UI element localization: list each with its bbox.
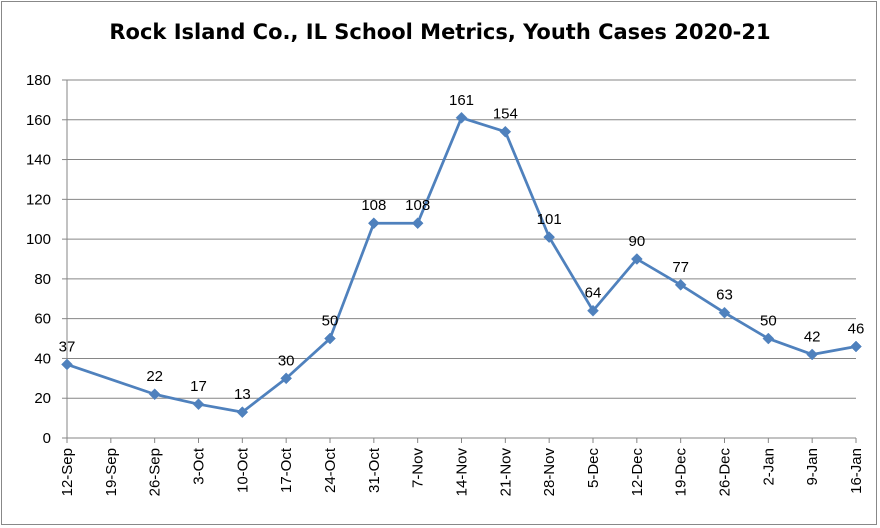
x-tick-label-26-Dec: 26-Dec	[717, 448, 734, 497]
data-point-3-Oct	[192, 398, 205, 411]
x-tick-label-17-Oct: 17-Oct	[278, 447, 295, 493]
y-tick-label-80: 80	[34, 271, 51, 288]
data-label-31-Oct: 108	[361, 197, 386, 214]
x-tick-label-26-Sep: 26-Sep	[147, 448, 164, 496]
x-tick-label-10-Oct: 10-Oct	[234, 447, 251, 493]
x-tick-label-21-Nov: 21-Nov	[497, 448, 514, 497]
data-label-17-Oct: 30	[278, 352, 295, 369]
data-point-31-Oct	[367, 217, 380, 230]
data-label-12-Dec: 90	[628, 233, 645, 250]
x-tick-label-3-Oct: 3-Oct	[191, 447, 208, 485]
data-label-26-Dec: 63	[716, 287, 733, 304]
data-label-28-Nov: 101	[537, 211, 562, 228]
data-point-24-Oct	[324, 332, 336, 345]
data-label-9-Jan: 42	[804, 328, 821, 345]
series-line-0	[66, 116, 857, 414]
x-tick-label-2-Jan: 2-Jan	[760, 448, 777, 486]
y-tick-label-40: 40	[34, 350, 51, 367]
x-tick-label-12-Sep: 12-Sep	[59, 448, 76, 496]
data-point-9-Jan	[806, 348, 819, 361]
data-label-24-Oct: 50	[322, 313, 339, 330]
data-point-5-Dec	[587, 304, 599, 317]
data-label-2-Jan: 50	[760, 313, 777, 330]
data-label-10-Oct: 13	[234, 386, 251, 403]
data-label-19-Dec: 77	[672, 259, 689, 276]
y-tick-label-100: 100	[26, 231, 51, 248]
chart-title: Rock Island Co., IL School Metrics, Yout…	[109, 20, 771, 44]
y-tick-label-20: 20	[34, 390, 51, 407]
data-label-21-Nov: 154	[493, 106, 518, 123]
x-tick-label-19-Dec: 19-Dec	[673, 448, 690, 497]
data-point-14-Nov	[455, 111, 468, 124]
data-point-7-Nov	[411, 217, 424, 230]
y-tick-label-180: 180	[26, 72, 51, 89]
x-tick-label-28-Nov: 28-Nov	[541, 448, 558, 497]
x-tick-label-31-Oct: 31-Oct	[366, 447, 383, 493]
data-label-14-Nov: 161	[449, 92, 474, 109]
data-label-3-Oct: 17	[190, 378, 207, 395]
data-point-19-Dec	[674, 279, 687, 291]
data-point-21-Nov	[499, 125, 512, 138]
y-tick-label-120: 120	[26, 191, 51, 208]
data-point-10-Oct	[236, 406, 249, 418]
data-label-5-Dec: 64	[585, 285, 602, 302]
x-tick-label-12-Dec: 12-Dec	[629, 448, 646, 497]
x-tick-label-5-Dec: 5-Dec	[585, 448, 602, 489]
data-label-12-Sep: 37	[59, 338, 76, 355]
data-point-26-Sep	[148, 388, 161, 401]
y-tick-label-0: 0	[43, 430, 51, 447]
x-tick-label-19-Sep: 19-Sep	[103, 448, 120, 496]
y-tick-label-160: 160	[26, 112, 51, 129]
data-label-16-Jan: 46	[848, 321, 865, 338]
y-tick-label-140: 140	[26, 152, 51, 169]
data-point-28-Nov	[543, 231, 556, 243]
x-tick-label-7-Nov: 7-Nov	[410, 448, 427, 489]
data-point-16-Jan	[850, 340, 862, 353]
data-point-12-Dec	[630, 253, 643, 265]
x-tick-label-16-Jan: 16-Jan	[848, 448, 865, 494]
data-label-7-Nov: 108	[405, 197, 430, 214]
x-tick-label-14-Nov: 14-Nov	[454, 448, 471, 497]
x-tick-label-24-Oct: 24-Oct	[322, 447, 339, 493]
x-tick-label-9-Jan: 9-Jan	[804, 448, 821, 486]
data-point-17-Oct	[280, 372, 293, 385]
data-point-12-Sep	[61, 358, 73, 371]
y-tick-label-60: 60	[34, 311, 51, 328]
data-label-26-Sep: 22	[146, 368, 163, 385]
data-point-26-Dec	[718, 306, 731, 319]
data-point-2-Jan	[762, 332, 775, 345]
